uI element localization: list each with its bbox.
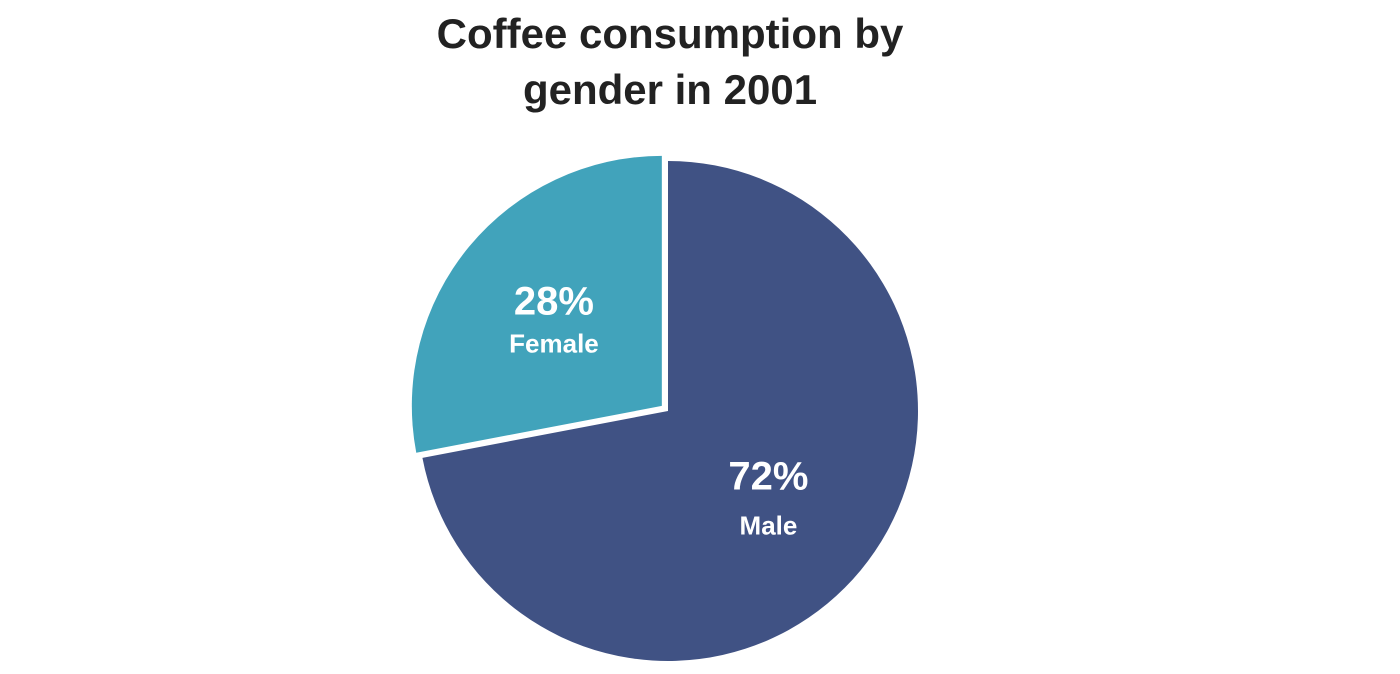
slice-label-female: Female	[509, 329, 599, 359]
chart-title-line-1: Coffee consumption by	[436, 10, 904, 57]
pie-slice-female	[411, 155, 662, 453]
pie-slice-male	[422, 161, 919, 661]
chart-title-line-2: gender in 2001	[522, 66, 818, 113]
slice-percent-male: 72%	[728, 454, 808, 498]
slice-label-male: Male	[740, 510, 798, 540]
chart-title: Coffee consumption by gender in 2001	[0, 6, 1340, 118]
slice-percent-female: 28%	[514, 280, 594, 324]
